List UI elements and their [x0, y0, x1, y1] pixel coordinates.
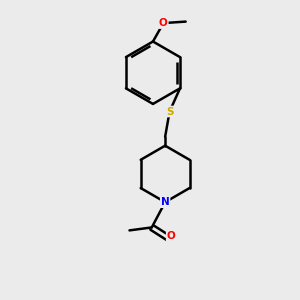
Text: O: O	[167, 231, 176, 241]
Text: O: O	[159, 18, 168, 28]
Text: N: N	[161, 197, 170, 207]
Text: S: S	[166, 106, 173, 116]
